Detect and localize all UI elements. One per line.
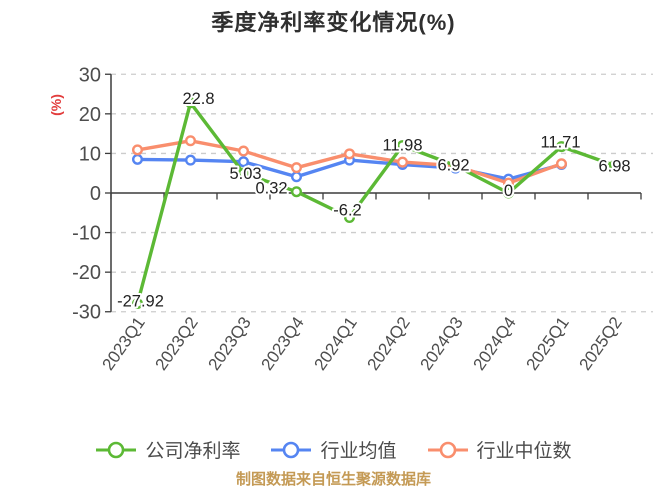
data-point-marker bbox=[237, 167, 249, 179]
x-tick-label: 2024Q2 bbox=[364, 313, 414, 373]
x-tick-label: 2024Q1 bbox=[311, 313, 361, 373]
legend-label: 行业中位数 bbox=[476, 441, 572, 462]
y-tick-label: 20 bbox=[79, 104, 101, 126]
data-source-note: 制图数据来自恒生聚源数据库 bbox=[235, 471, 431, 488]
legend-line-circle-icon bbox=[271, 441, 312, 458]
x-tick-label: 2023Q4 bbox=[258, 313, 308, 373]
chart-title: 季度净利率变化情况(%) bbox=[211, 10, 456, 35]
legend-item-industry-median[interactable]: 行业中位数 bbox=[427, 436, 572, 463]
legend-label: 公司净利率 bbox=[145, 441, 241, 462]
data-point-marker bbox=[291, 162, 303, 174]
data-point-marker bbox=[131, 144, 143, 156]
data-point-marker bbox=[503, 177, 515, 189]
series-line bbox=[135, 101, 617, 306]
y-tick-label: -30 bbox=[72, 302, 101, 324]
x-tick-label: 2025Q1 bbox=[523, 313, 573, 373]
legend-label: 行业均值 bbox=[320, 441, 397, 462]
data-point-marker bbox=[184, 154, 196, 166]
data-label: 0 bbox=[504, 182, 513, 200]
x-tick-label: 2023Q2 bbox=[152, 313, 202, 373]
y-tick-label: 10 bbox=[79, 143, 101, 165]
x-tick-label: 2024Q3 bbox=[417, 313, 467, 373]
data-point-marker bbox=[131, 153, 143, 165]
x-tick-label: 2024Q4 bbox=[470, 313, 520, 373]
legend: 公司净利率 行业均值 行业中位数 bbox=[0, 436, 667, 463]
data-point-marker bbox=[344, 148, 356, 160]
x-tick-label: 2023Q1 bbox=[99, 313, 149, 373]
data-label: 6.98 bbox=[598, 157, 630, 175]
y-tick-label: -10 bbox=[72, 223, 101, 245]
data-point-marker bbox=[184, 135, 196, 147]
data-point-marker bbox=[503, 187, 515, 199]
data-point-marker bbox=[450, 160, 462, 172]
data-point-marker bbox=[556, 141, 568, 153]
legend-line-circle-icon bbox=[427, 441, 468, 458]
data-point-marker bbox=[291, 186, 303, 198]
data-label: 6.92 bbox=[437, 157, 469, 175]
data-point-marker bbox=[556, 158, 568, 170]
data-point-marker bbox=[609, 159, 621, 171]
data-point-marker bbox=[184, 97, 196, 109]
data-label: -27.92 bbox=[117, 293, 164, 311]
data-point-marker bbox=[131, 298, 143, 310]
y-tick-label: 0 bbox=[90, 183, 101, 205]
data-point-marker bbox=[291, 171, 303, 183]
legend-item-company-net-margin[interactable]: 公司净利率 bbox=[95, 436, 240, 463]
data-point-marker bbox=[397, 156, 409, 168]
data-point-marker bbox=[344, 212, 356, 224]
data-label: 5.03 bbox=[229, 165, 261, 183]
data-point-marker bbox=[237, 156, 249, 168]
legend-line-circle-icon bbox=[96, 441, 137, 458]
x-tick-label: 2025Q2 bbox=[576, 313, 626, 373]
data-point-marker bbox=[237, 145, 249, 157]
data-point-marker bbox=[397, 140, 409, 152]
y-tick-label: -20 bbox=[72, 262, 101, 284]
data-label: 0.32 bbox=[255, 180, 287, 198]
x-tick-label: 2023Q3 bbox=[205, 313, 255, 373]
legend-item-industry-average[interactable]: 行业均值 bbox=[270, 436, 397, 463]
data-label: 11.98 bbox=[382, 137, 422, 155]
y-tick-label: 30 bbox=[79, 64, 101, 86]
data-label: 22.8 bbox=[182, 90, 214, 108]
data-label: -6.2 bbox=[333, 202, 361, 220]
data-label: 11.71 bbox=[540, 134, 580, 152]
